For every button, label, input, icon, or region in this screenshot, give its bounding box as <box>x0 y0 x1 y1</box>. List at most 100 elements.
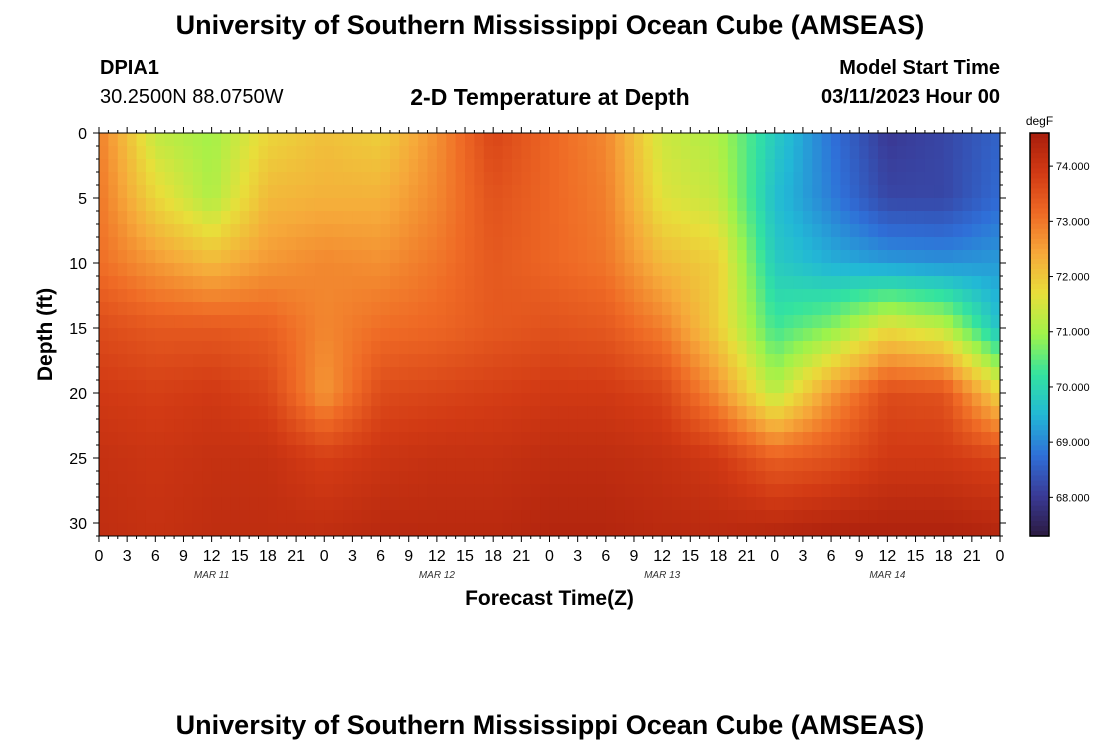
heatmap-cell <box>840 484 851 498</box>
heatmap-cell <box>718 393 729 407</box>
heatmap-cell <box>568 380 579 394</box>
heatmap-cell <box>727 276 738 290</box>
heatmap-cell <box>343 419 354 433</box>
heatmap-cell <box>868 289 879 303</box>
heatmap-cell <box>540 146 551 160</box>
heatmap-cell <box>953 393 964 407</box>
heatmap-cell <box>436 484 447 498</box>
heatmap-cell <box>755 146 766 160</box>
heatmap-cell <box>877 133 888 147</box>
heatmap-cell <box>699 198 710 212</box>
heatmap-cell <box>624 302 635 316</box>
heatmap-cell <box>286 523 297 536</box>
heatmap-cell <box>530 419 541 433</box>
heatmap-cell <box>511 172 522 186</box>
heatmap-cell <box>296 432 307 446</box>
heatmap-cell <box>267 341 278 355</box>
heatmap-cell <box>624 328 635 342</box>
heatmap-cell <box>774 237 785 251</box>
heatmap-cell <box>896 250 907 264</box>
heatmap-cell <box>774 172 785 186</box>
heatmap-cell <box>371 185 382 199</box>
heatmap-cell <box>633 510 644 524</box>
heatmap-cell <box>596 432 607 446</box>
heatmap-cell <box>765 198 776 212</box>
heatmap-cell <box>324 523 335 536</box>
heatmap-cell <box>108 510 119 524</box>
heatmap-cell <box>549 250 560 264</box>
heatmap-cell <box>305 250 316 264</box>
heatmap-cell <box>558 523 569 536</box>
heatmap-cell <box>643 406 654 420</box>
heatmap-cell <box>164 276 175 290</box>
heatmap-cell <box>943 224 954 238</box>
heatmap-cell <box>230 276 241 290</box>
heatmap-cell <box>577 146 588 160</box>
heatmap-cell <box>343 328 354 342</box>
heatmap-cell <box>427 458 438 472</box>
heatmap-cell <box>446 419 457 433</box>
heatmap-cell <box>455 510 466 524</box>
heatmap-cell <box>774 484 785 498</box>
heatmap-cell <box>108 367 119 381</box>
heatmap-cell <box>436 211 447 225</box>
heatmap-cell <box>859 354 870 368</box>
heatmap-cell <box>239 510 250 524</box>
heatmap-cell <box>324 276 335 290</box>
heatmap-cell <box>530 497 541 511</box>
heatmap-cell <box>671 289 682 303</box>
heatmap-cell <box>221 198 232 212</box>
heatmap-cell <box>549 198 560 212</box>
heatmap-cell <box>981 289 992 303</box>
heatmap-cell <box>915 354 926 368</box>
heatmap-cell <box>324 302 335 316</box>
heatmap-cell <box>840 185 851 199</box>
heatmap-cell <box>99 276 109 290</box>
heatmap-cell <box>887 328 898 342</box>
heatmap-cell <box>540 380 551 394</box>
heatmap-cell <box>549 445 560 459</box>
heatmap-cell <box>605 406 616 420</box>
heatmap-cell <box>652 263 663 277</box>
heatmap-cell <box>549 367 560 381</box>
heatmap-cell <box>774 276 785 290</box>
heatmap-cell <box>558 172 569 186</box>
heatmap-cell <box>136 458 147 472</box>
x-tick-label: 9 <box>404 548 413 565</box>
heatmap-cell <box>474 224 485 238</box>
heatmap-cell <box>652 328 663 342</box>
heatmap-cell <box>305 484 316 498</box>
heatmap-cell <box>652 419 663 433</box>
heatmap-cell <box>896 198 907 212</box>
heatmap-cell <box>305 432 316 446</box>
heatmap-cell <box>530 211 541 225</box>
heatmap-cell <box>427 432 438 446</box>
heatmap-cell <box>202 211 213 225</box>
heatmap-cell <box>230 263 241 277</box>
heatmap-cell <box>793 354 804 368</box>
heatmap-cell <box>718 172 729 186</box>
heatmap-cell <box>765 393 776 407</box>
heatmap-cell <box>981 445 992 459</box>
heatmap-cell <box>399 406 410 420</box>
heatmap-cell <box>624 380 635 394</box>
heatmap-cell <box>990 328 1000 342</box>
heatmap-cell <box>577 185 588 199</box>
heatmap-cell <box>605 458 616 472</box>
heatmap-cell <box>727 198 738 212</box>
heatmap-cell <box>718 406 729 420</box>
heatmap-cell <box>849 211 860 225</box>
heatmap-cell <box>680 510 691 524</box>
model-start-label: Model Start Time <box>839 57 1000 79</box>
heatmap-cell <box>174 432 185 446</box>
heatmap-cell <box>934 419 945 433</box>
heatmap-cell <box>662 354 673 368</box>
heatmap-cell <box>671 406 682 420</box>
heatmap-cell <box>483 328 494 342</box>
heatmap-cell <box>455 393 466 407</box>
heatmap-cell <box>774 263 785 277</box>
heatmap-cell <box>680 302 691 316</box>
heatmap-cell <box>887 445 898 459</box>
heatmap-cell <box>511 185 522 199</box>
heatmap-cell <box>305 185 316 199</box>
